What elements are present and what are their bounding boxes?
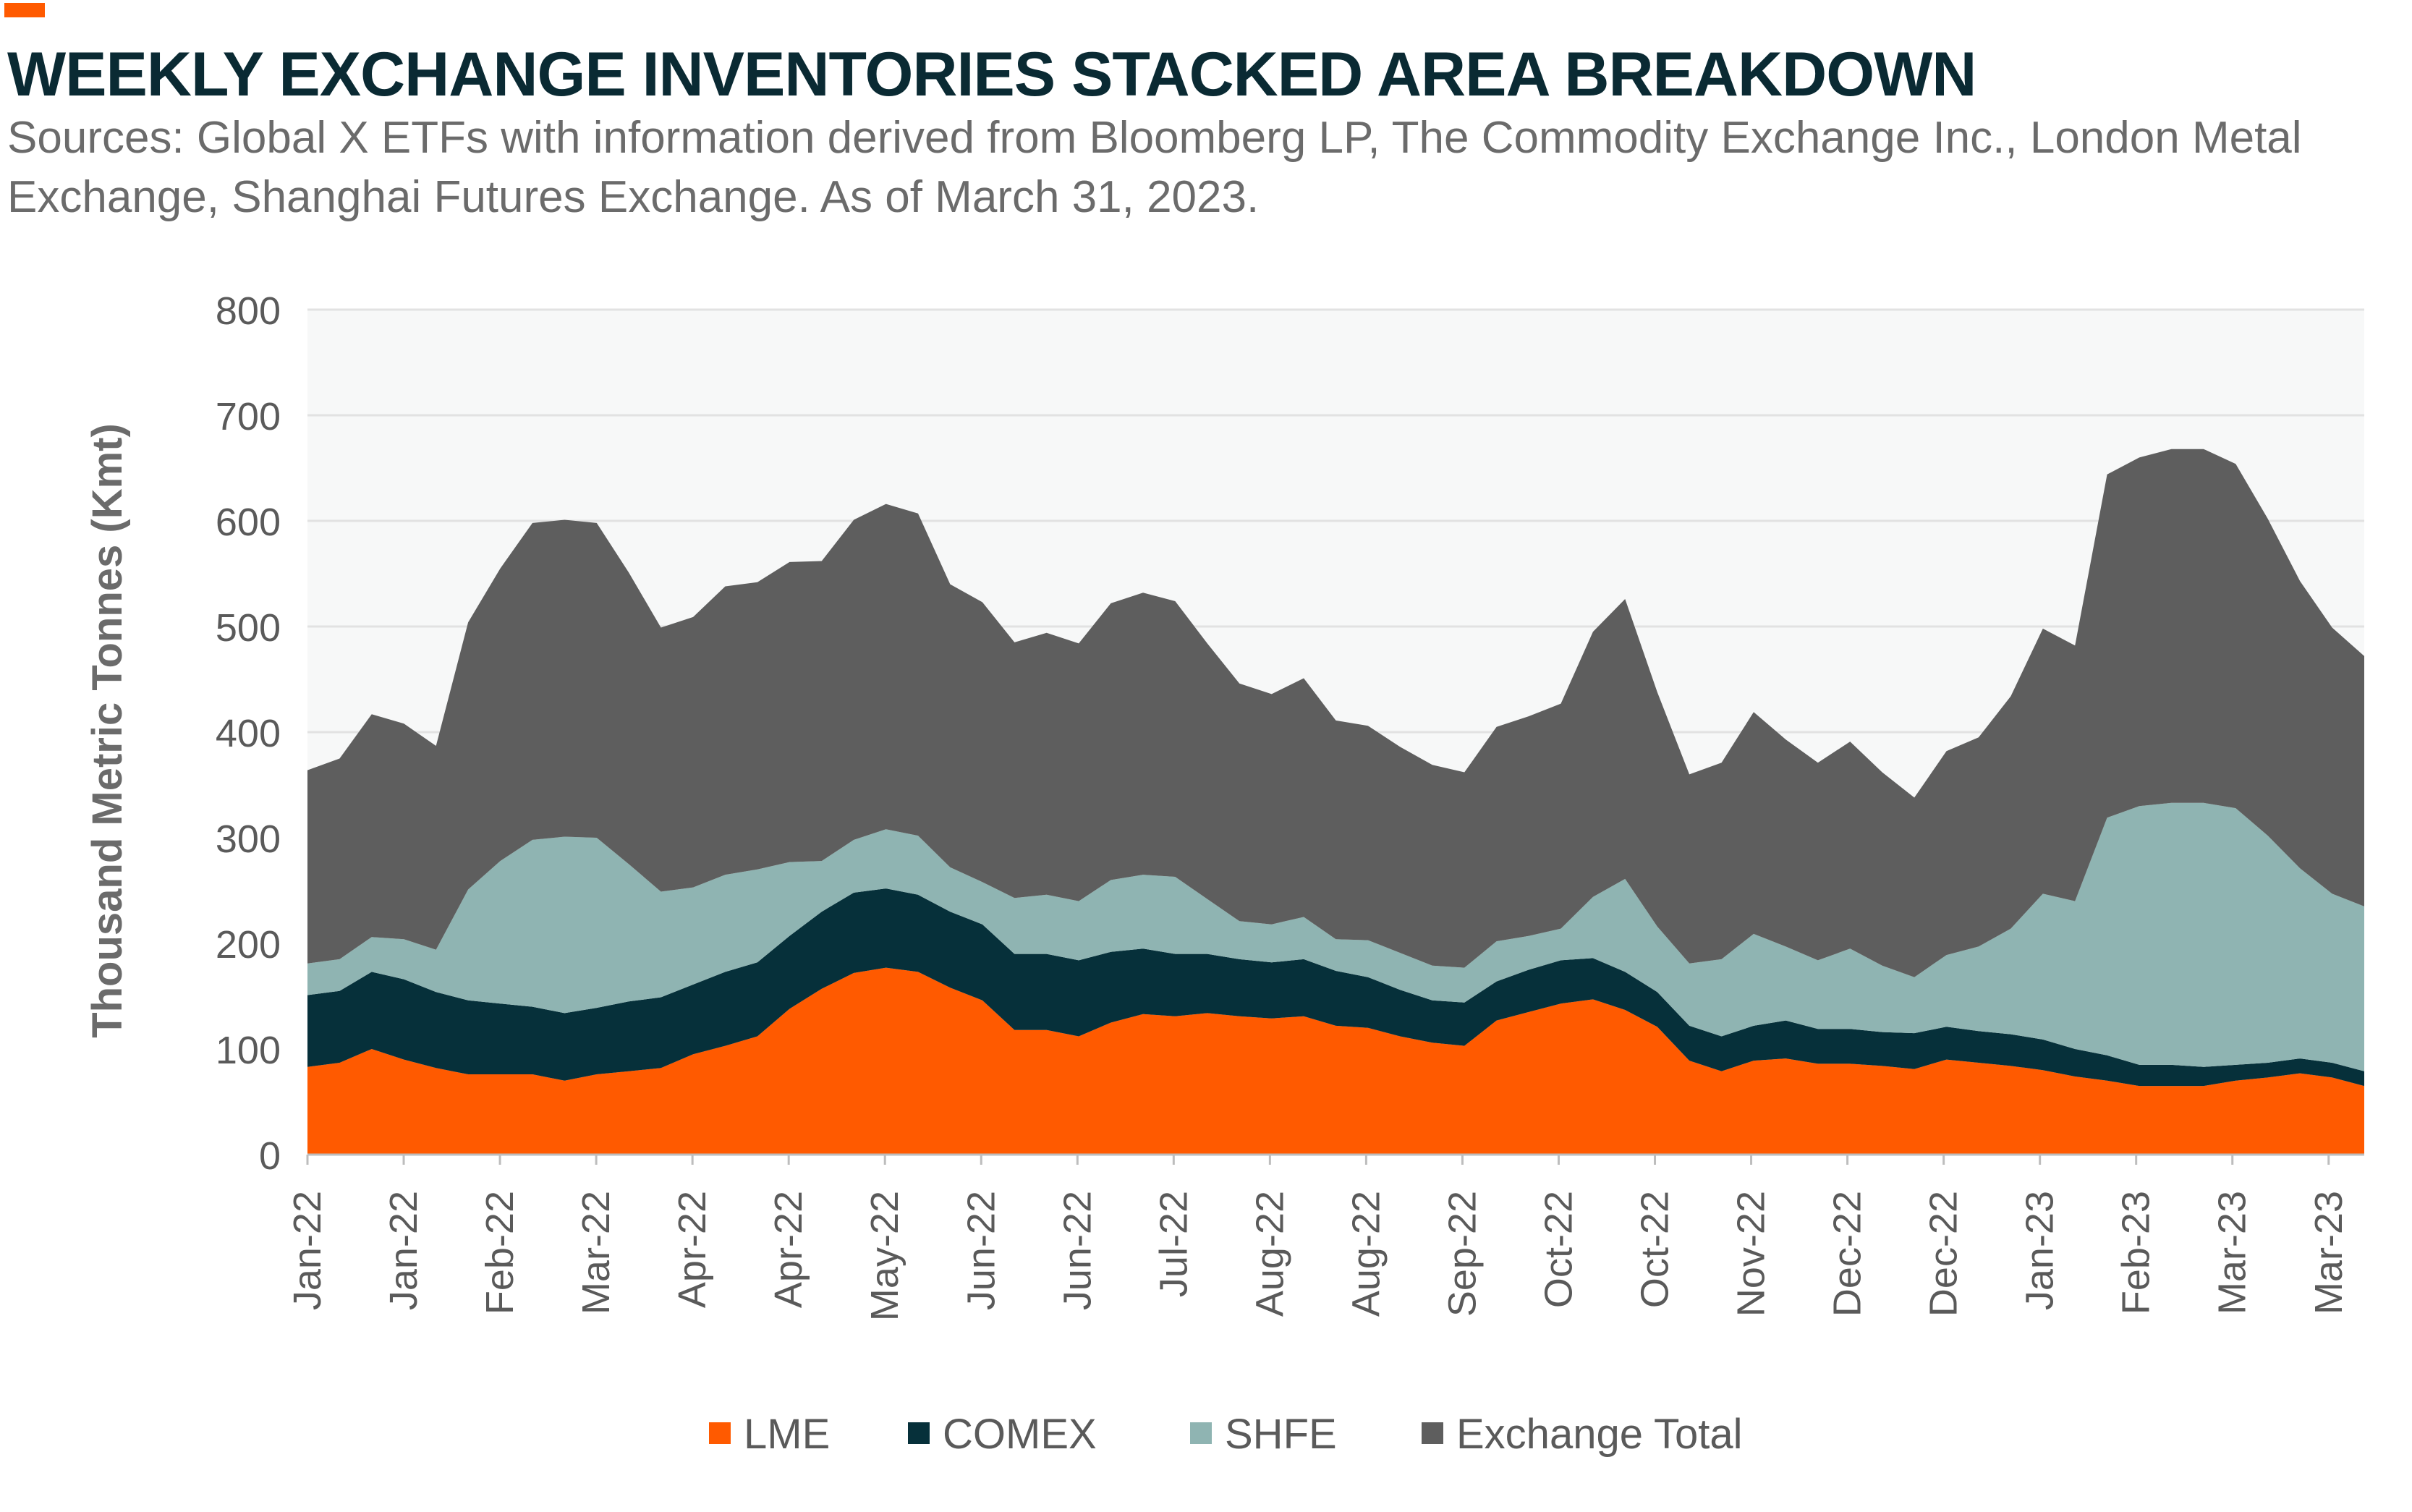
x-tick-label: Feb-23 — [2115, 1191, 2158, 1314]
y-tick-label: 800 — [216, 289, 281, 333]
x-tick-label: Jan-22 — [286, 1191, 329, 1310]
x-tick-label: Aug-22 — [1248, 1191, 1291, 1317]
x-tick-label: Mar-23 — [2307, 1191, 2351, 1314]
legend-swatch-comex — [908, 1422, 930, 1444]
y-tick-label: 600 — [216, 501, 281, 544]
x-tick-label: Apr-22 — [767, 1191, 810, 1308]
x-tick-label: Mar-22 — [574, 1191, 618, 1314]
accent-bar — [4, 3, 45, 17]
area-exchange-total — [307, 449, 2364, 977]
area-shfe — [307, 802, 2364, 1071]
x-tick-label: Jan-22 — [382, 1191, 425, 1310]
chart-subtitle: Sources: Global X ETFs with information … — [7, 113, 2302, 222]
legend-swatch-shfe — [1190, 1422, 1212, 1444]
y-tick-label: 0 — [259, 1134, 281, 1178]
legend-swatch-exchange-total — [1422, 1422, 1443, 1444]
legend-label-shfe: SHFE — [1225, 1411, 1337, 1458]
x-tick-label: Feb-22 — [478, 1191, 522, 1314]
x-tick-label: Oct-22 — [1634, 1191, 1677, 1308]
area-lme — [307, 967, 2364, 1155]
legend-swatch-lme — [709, 1422, 731, 1444]
x-tick-label: Aug-22 — [1344, 1191, 1388, 1317]
x-tick-label: Mar-23 — [2211, 1191, 2254, 1314]
x-tick-label: Dec-22 — [1922, 1191, 1966, 1317]
y-tick-label: 700 — [216, 395, 281, 438]
y-tick-label: 500 — [216, 606, 281, 650]
area-comex — [307, 888, 2364, 1087]
x-tick-label: Jul-22 — [1152, 1191, 1195, 1297]
y-tick-label: 300 — [216, 817, 281, 861]
x-tick-label: Nov-22 — [1730, 1191, 1773, 1317]
y-tick-label: 400 — [216, 712, 281, 755]
y-tick-label: 100 — [216, 1029, 281, 1072]
x-tick-label: Apr-22 — [671, 1191, 714, 1308]
x-tick-label: Sep-22 — [1440, 1191, 1484, 1317]
x-tick-label: Oct-22 — [1537, 1191, 1581, 1308]
x-tick-label: Jun-22 — [1056, 1191, 1099, 1310]
x-tick-label: May-22 — [863, 1191, 906, 1321]
x-tick-label: Dec-22 — [1826, 1191, 1869, 1317]
legend-label-comex: COMEX — [943, 1411, 1097, 1458]
x-tick-label: Jun-22 — [959, 1191, 1003, 1310]
y-tick-label: 200 — [216, 923, 281, 967]
y-axis-label: Thousand Metric Tonnes (Kmt) — [84, 423, 131, 1038]
chart-title: WEEKLY EXCHANGE INVENTORIES STACKED AREA… — [7, 40, 1976, 109]
legend-label-lme: LME — [744, 1411, 830, 1458]
x-tick-label: Jan-23 — [2018, 1191, 2062, 1310]
legend-label-exchange-total: Exchange Total — [1456, 1411, 1743, 1458]
